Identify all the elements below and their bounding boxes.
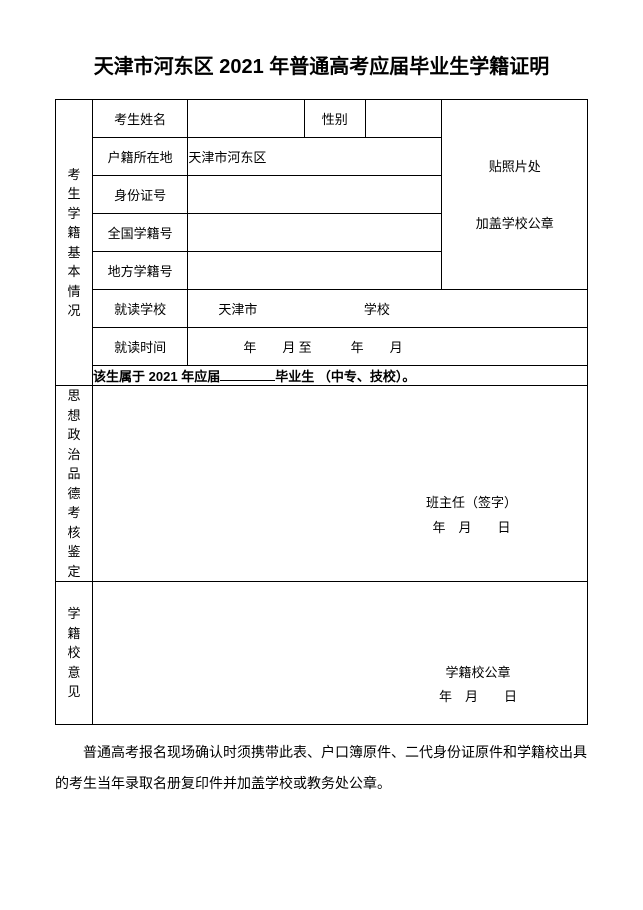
national-id-label: 全国学籍号: [93, 214, 188, 252]
period-label: 就读时间: [93, 328, 188, 366]
id-value: [188, 176, 442, 214]
graduate-statement: 该生属于 2021 年应届毕业生 （中专、技校）。: [93, 366, 588, 386]
hukou-label: 户籍所在地: [93, 138, 188, 176]
gender-value: [365, 100, 442, 138]
school-seal-date: 年 月 日: [439, 685, 517, 710]
moral-content: 班主任（签字） 年 月 日: [93, 386, 588, 582]
school-label: 就读学校: [93, 290, 188, 328]
school-prefix: 天津市: [218, 302, 257, 317]
photo-top-text: 贴照片处: [442, 147, 587, 186]
national-id-value: [188, 214, 442, 252]
moral-section-label: 思想政治品德考核鉴定: [56, 386, 93, 582]
teacher-sign-label: 班主任（签字）: [426, 491, 517, 516]
footer-note: 普通高考报名现场确认时须携带此表、户口簿原件、二代身份证原件和学籍校出具的考生当…: [55, 739, 588, 801]
school-opinion-section-label: 学籍校意见: [56, 582, 93, 725]
local-id-label: 地方学籍号: [93, 252, 188, 290]
teacher-sign-date: 年 月 日: [426, 516, 517, 541]
gender-label: 性别: [304, 100, 365, 138]
school-value: 天津市 学校: [188, 290, 588, 328]
photo-area: 贴照片处 加盖学校公章: [442, 100, 588, 290]
local-id-value: [188, 252, 442, 290]
name-label: 考生姓名: [93, 100, 188, 138]
photo-bottom-text: 加盖学校公章: [442, 204, 587, 243]
period-value: 年 月 至 年 月: [188, 328, 588, 366]
school-suffix: 学校: [364, 302, 390, 317]
page-title: 天津市河东区 2021 年普通高考应届毕业生学籍证明: [55, 50, 588, 79]
id-label: 身份证号: [93, 176, 188, 214]
name-value: [188, 100, 304, 138]
school-seal-label: 学籍校公章: [439, 661, 517, 686]
basic-info-section-label: 考生学籍基本情况: [56, 100, 93, 386]
form-table: 考生学籍基本情况 考生姓名 性别 贴照片处 加盖学校公章 户籍所在地 天津市河东…: [55, 99, 588, 725]
school-opinion-content: 学籍校公章 年 月 日: [93, 582, 588, 725]
hukou-value: 天津市河东区: [188, 138, 442, 176]
